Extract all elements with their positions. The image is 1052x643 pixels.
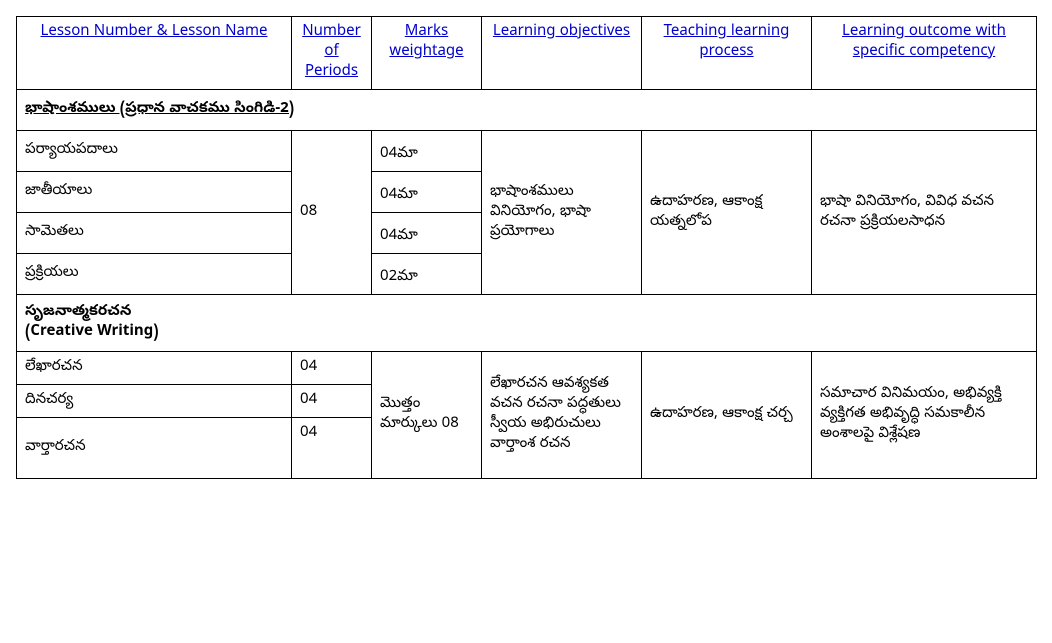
process-text: ఉదాహరణ, ఆకాంక్ష యత్నలోప <box>650 193 762 233</box>
periods-value: 08 <box>300 203 317 223</box>
col-process: Teaching learning process <box>642 17 812 90</box>
lesson-name: పర్యాయపదాలు <box>17 131 292 172</box>
header-label: Lesson Number & Lesson Name <box>41 23 268 43</box>
col-obj: Learning objectives <box>482 17 642 90</box>
col-marks: Marks weightage <box>372 17 482 90</box>
table-header-row: Lesson Number & Lesson Name Number of Pe… <box>17 17 1037 90</box>
marks-cell: 02మా <box>372 254 482 295</box>
section1-heading-row: భాషాంశములు (ప్రధాన వాచకము సింగిడి-2) <box>17 90 1037 131</box>
process-text: ఉదాహరణ, ఆకాంక్ష చర్చ <box>650 405 793 425</box>
header-label: Teaching learning process <box>664 23 790 63</box>
objectives-text: భాషాంశములు వినియోగం, భాషా ప్రయోగాలు <box>490 183 591 243</box>
lesson-name: సామెతలు <box>17 213 292 254</box>
marks-value: 04మా <box>380 186 418 206</box>
col-periods: Number of Periods <box>292 17 372 90</box>
process-cell: ఉదాహరణ, ఆకాంక్ష చర్చ <box>642 352 812 479</box>
outcome-cell: భాషా వినియోగం, వివిధ వచన రచనా ప్రక్రియలస… <box>812 131 1037 295</box>
periods-cell: 04 <box>292 385 372 418</box>
header-label: Number of Periods <box>302 23 361 83</box>
periods-cell: 08 <box>292 131 372 295</box>
outcome-text: సమాచార వినిమయం, అభివ్యక్తి వ్యక్తిగత అభి… <box>820 385 1002 445</box>
col-outcome: Learning outcome with specific competenc… <box>812 17 1037 90</box>
process-cell: ఉదాహరణ, ఆకాంక్ష యత్నలోప <box>642 131 812 295</box>
marks-value: 04మా <box>380 227 418 247</box>
marks-cell: మొత్తం మార్కులు 08 <box>372 352 482 479</box>
lesson-name: ప్రక్రియలు <box>17 254 292 295</box>
section2-row1: లేఖారచన 04 మొత్తం మార్కులు 08 లేఖారచన ఆవ… <box>17 352 1037 385</box>
lesson-name: దినచర్య <box>17 385 292 418</box>
lesson-name: వార్తారచన <box>17 418 292 479</box>
marks-text: మొత్తం మార్కులు 08 <box>380 395 459 435</box>
objectives-text: లేఖారచన ఆవశ్యకత వచన రచనా పద్ధతులు స్వీయ … <box>490 375 621 455</box>
periods-cell: 04 <box>292 352 372 385</box>
outcome-text: భాషా వినియోగం, వివిధ వచన రచనా ప్రక్రియలస… <box>820 193 994 233</box>
marks-cell: 04మా <box>372 172 482 213</box>
marks-value: 02మా <box>380 268 418 288</box>
lesson-name: లేఖారచన <box>17 352 292 385</box>
col-lesson: Lesson Number & Lesson Name <box>17 17 292 90</box>
header-label: Learning objectives <box>493 23 630 43</box>
section2-heading-row: సృజనాత్మకరచన (Creative Writing) <box>17 295 1037 352</box>
marks-cell: 04మా <box>372 131 482 172</box>
objectives-cell: లేఖారచన ఆవశ్యకత వచన రచనా పద్ధతులు స్వీయ … <box>482 352 642 479</box>
lesson-name: జాతీయాలు <box>17 172 292 213</box>
marks-cell: 04మా <box>372 213 482 254</box>
section1-title: భాషాంశములు (ప్రధాన వాచకము సింగిడి-2) <box>17 90 1037 131</box>
marks-value: 04మా <box>380 145 418 165</box>
header-label: Marks weightage <box>389 23 463 63</box>
header-label: Learning outcome with specific competenc… <box>842 23 1006 63</box>
objectives-cell: భాషాంశములు వినియోగం, భాషా ప్రయోగాలు <box>482 131 642 295</box>
section2-title: సృజనాత్మకరచన (Creative Writing) <box>17 295 1037 352</box>
periods-cell: 04 <box>292 418 372 479</box>
outcome-cell: సమాచార వినిమయం, అభివ్యక్తి వ్యక్తిగత అభి… <box>812 352 1037 479</box>
curriculum-table: Lesson Number & Lesson Name Number of Pe… <box>16 16 1037 479</box>
section1-row1: పర్యాయపదాలు 08 04మా భాషాంశములు వినియోగం,… <box>17 131 1037 172</box>
